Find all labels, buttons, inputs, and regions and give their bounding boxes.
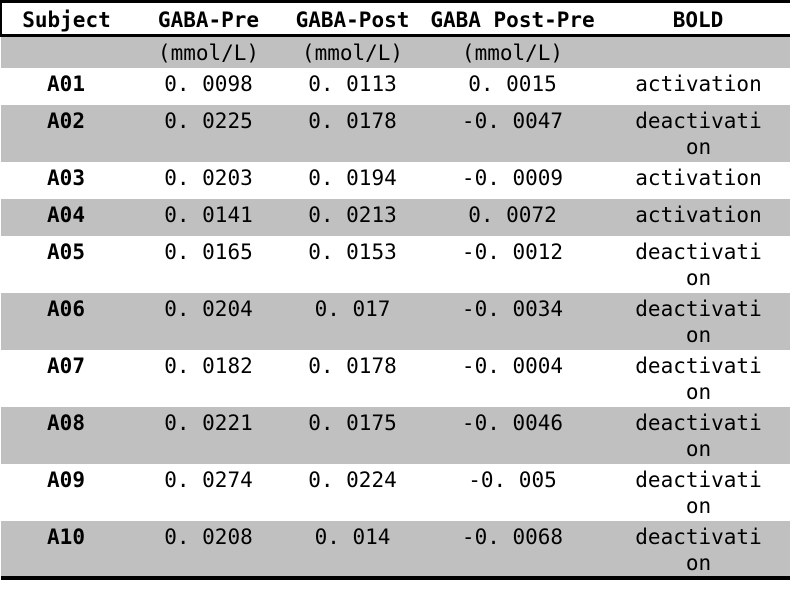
- cell-bold: deactivation: [606, 521, 790, 578]
- cell-gaba-post-pre: 0. 0072: [468, 202, 557, 227]
- cell-gaba-post-pre: -0. 005: [468, 467, 557, 492]
- bold-status-label: activation: [635, 71, 762, 96]
- cell-gaba-post: 0. 0113: [308, 71, 397, 96]
- cell-subject: A07: [47, 353, 85, 378]
- cell-gaba-post-pre: -0. 0034: [461, 296, 564, 321]
- bold-status-label: deactivation: [635, 467, 762, 518]
- unit-cell-gaba-post-pre: (mmol/L): [461, 41, 564, 65]
- unit-cell-subject: [1, 36, 131, 68]
- bold-status-label: deactivation: [635, 524, 762, 575]
- cell-gaba-post-pre: -0. 0004: [461, 353, 564, 378]
- cell-gaba-pre: 0. 0204: [164, 296, 253, 321]
- cell-gaba-post: 0. 0178: [308, 108, 397, 133]
- cell-subject: A10: [47, 524, 85, 549]
- cell-gaba-post: 0. 0175: [308, 410, 397, 435]
- cell-subject: A05: [47, 239, 85, 264]
- bold-status-label: deactivation: [635, 410, 762, 461]
- cell-gaba-post-pre: -0. 0009: [461, 165, 564, 190]
- cell-bold: deactivation: [606, 350, 790, 407]
- table-row: A04 0. 0141 0. 0213 0. 0072 activation: [1, 198, 790, 236]
- cell-gaba-post: 0. 017: [314, 296, 391, 321]
- cell-subject: A08: [47, 410, 85, 435]
- cell-bold: deactivation: [606, 236, 790, 293]
- cell-bold: deactivation: [606, 293, 790, 350]
- cell-gaba-post-pre: -0. 0046: [461, 410, 564, 435]
- bold-status-label: deactivation: [635, 296, 762, 347]
- bold-status-label: deactivation: [635, 239, 762, 290]
- column-header-gaba-pre: GABA-Pre: [157, 8, 260, 32]
- cell-gaba-post: 0. 014: [314, 524, 391, 549]
- cell-gaba-post-pre: -0. 0012: [461, 239, 564, 264]
- cell-gaba-pre: 0. 0203: [164, 165, 253, 190]
- column-header-bold: BOLD: [606, 1, 790, 36]
- cell-gaba-post-pre: -0. 0068: [461, 524, 564, 549]
- cell-gaba-post: 0. 0224: [308, 467, 397, 492]
- cell-bold: deactivation: [606, 105, 790, 162]
- cell-bold: activation: [606, 68, 790, 105]
- cell-gaba-pre: 0. 0221: [164, 410, 253, 435]
- table-row: A03 0. 0203 0. 0194 -0. 0009 activation: [1, 161, 790, 199]
- column-header-gaba-post: GABA-Post: [295, 8, 410, 32]
- cell-gaba-pre: 0. 0182: [164, 353, 253, 378]
- table-row: A10 0. 0208 0. 014 -0. 0068 deactivation: [1, 520, 790, 578]
- cell-subject: A04: [47, 202, 85, 227]
- cell-bold: activation: [606, 199, 790, 236]
- cell-gaba-post: 0. 0178: [308, 353, 397, 378]
- bold-status-label: deactivation: [635, 108, 762, 159]
- cell-gaba-post: 0. 0194: [308, 165, 397, 190]
- cell-subject: A06: [47, 296, 85, 321]
- cell-gaba-pre: 0. 0098: [164, 71, 253, 96]
- cell-gaba-post-pre: -0. 0047: [461, 108, 564, 133]
- cell-gaba-pre: 0. 0274: [164, 467, 253, 492]
- header-row: Subject GABA-Pre GABA-Post GABA Post-Pre…: [0, 1, 790, 36]
- cell-bold: deactivation: [606, 407, 790, 464]
- cell-gaba-pre: 0. 0141: [164, 202, 253, 227]
- table-row: A07 0. 0182 0. 0178 -0. 0004 deactivatio…: [1, 349, 790, 407]
- cell-gaba-pre: 0. 0225: [164, 108, 253, 133]
- cell-bold: activation: [606, 162, 790, 199]
- cell-bold: deactivation: [606, 464, 790, 521]
- column-header-subject: Subject: [0, 1, 131, 36]
- table-row: A09 0. 0274 0. 0224 -0. 005 deactivation: [1, 463, 790, 521]
- cell-gaba-post: 0. 0153: [308, 239, 397, 264]
- unit-cell-bold: [606, 36, 790, 68]
- cell-subject: A02: [47, 108, 85, 133]
- cell-subject: A01: [47, 71, 85, 96]
- cell-gaba-post: 0. 0213: [308, 202, 397, 227]
- table-row: A05 0. 0165 0. 0153 -0. 0012 deactivatio…: [1, 235, 790, 293]
- table-row: A06 0. 0204 0. 017 -0. 0034 deactivation: [1, 292, 790, 350]
- table-row: A02 0. 0225 0. 0178 -0. 0047 deactivatio…: [1, 104, 790, 162]
- column-header-gaba-post-pre: GABA Post-Pre: [430, 8, 595, 32]
- cell-subject: A09: [47, 467, 85, 492]
- unit-cell-gaba-post: (mmol/L): [301, 41, 404, 65]
- unit-cell-gaba-pre: (mmol/L): [157, 41, 260, 65]
- units-row: (mmol/L) (mmol/L) (mmol/L): [1, 35, 790, 68]
- bold-status-label: deactivation: [635, 353, 762, 404]
- table-row: A08 0. 0221 0. 0175 -0. 0046 deactivatio…: [1, 406, 790, 464]
- cell-gaba-pre: 0. 0165: [164, 239, 253, 264]
- bold-status-label: activation: [635, 165, 762, 190]
- bold-status-label: activation: [635, 202, 762, 227]
- cell-gaba-pre: 0. 0208: [164, 524, 253, 549]
- table-row: A01 0. 0098 0. 0113 0. 0015 activation: [1, 67, 790, 105]
- cell-subject: A03: [47, 165, 85, 190]
- cell-gaba-post-pre: 0. 0015: [468, 71, 557, 96]
